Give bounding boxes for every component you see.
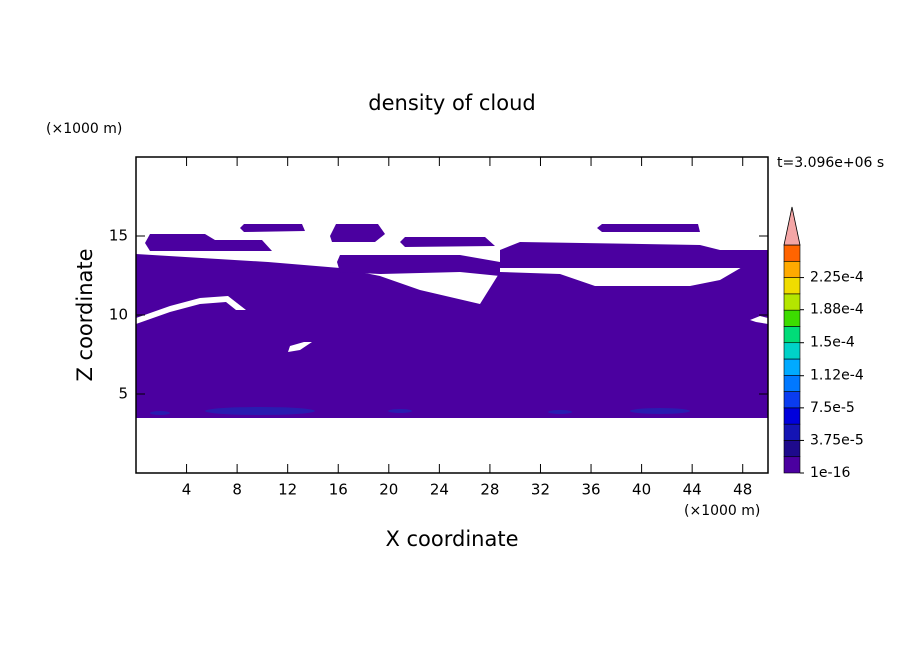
y-axis-label: Z coordinate [73, 248, 97, 381]
x-tick-label: 8 [232, 481, 242, 499]
y-unit: (×1000 m) [46, 121, 122, 137]
cloud-main [136, 252, 768, 418]
colorbar-band [783, 326, 801, 344]
y-tick-label: 10 [109, 306, 128, 324]
colorbar-band [783, 407, 801, 425]
colorbar-band [783, 391, 801, 409]
x-tick-label: 40 [632, 481, 651, 499]
cloud-patch [597, 224, 700, 232]
colorbar-tick-label: 1e-16 [810, 465, 850, 481]
cloud-gap [288, 342, 312, 352]
cloud-patch [330, 224, 385, 242]
contour-fill [136, 224, 768, 418]
colorbar-tick-label: 7.5e-5 [810, 400, 855, 416]
y-tick-label: 15 [109, 227, 128, 245]
x-tick-label: 28 [480, 481, 499, 499]
cloud-patch [240, 224, 305, 232]
x-tick-label: 16 [329, 481, 348, 499]
cloud-patch [145, 234, 272, 251]
colorbar-band [783, 358, 801, 376]
x-tick-label: 24 [430, 481, 449, 499]
cloud-patch [500, 242, 768, 268]
colorbar-tick-label: 3.75e-5 [810, 432, 864, 448]
x-tick-label: 12 [278, 481, 297, 499]
colorbar-tick-label: 1.12e-4 [810, 368, 864, 384]
cloud-patch [400, 237, 495, 247]
colorbar-band [783, 423, 801, 441]
x-unit: (×1000 m) [684, 503, 760, 519]
colorbar-extend [783, 206, 801, 246]
colorbar-band [783, 456, 801, 474]
time-annotation: t=3.096e+06 s [777, 155, 884, 171]
x-tick-label: 4 [182, 481, 192, 499]
x-tick-label: 48 [733, 481, 752, 499]
cloud-patch [337, 255, 500, 276]
colorbar-band [783, 293, 801, 311]
x-tick-label: 20 [379, 481, 398, 499]
cloud-core [150, 411, 170, 415]
colorbar-tick-label: 1.88e-4 [810, 302, 864, 318]
chart-title: density of cloud [368, 91, 535, 115]
y-tick-label: 5 [118, 385, 128, 403]
cloud-core [630, 408, 690, 414]
cloud-gap [750, 316, 768, 324]
cloud-core [205, 407, 315, 415]
cloud-core [548, 410, 572, 414]
colorbar-tick-label: 1.5e-4 [810, 335, 855, 351]
colorbar-band [783, 342, 801, 360]
colorbar-band [783, 277, 801, 295]
colorbar-tick-label: 2.25e-4 [810, 270, 864, 286]
cloud-gap [136, 296, 246, 324]
x-tick-label: 36 [581, 481, 600, 499]
colorbar-band [783, 260, 801, 278]
x-tick-label: 44 [683, 481, 702, 499]
x-tick-label: 32 [531, 481, 550, 499]
colorbar-band [783, 440, 801, 458]
colorbar-band [783, 244, 801, 262]
colorbar-band [783, 374, 801, 392]
colorbar-band [783, 309, 801, 327]
x-axis-label: X coordinate [385, 527, 518, 551]
cloud-core [388, 409, 412, 413]
